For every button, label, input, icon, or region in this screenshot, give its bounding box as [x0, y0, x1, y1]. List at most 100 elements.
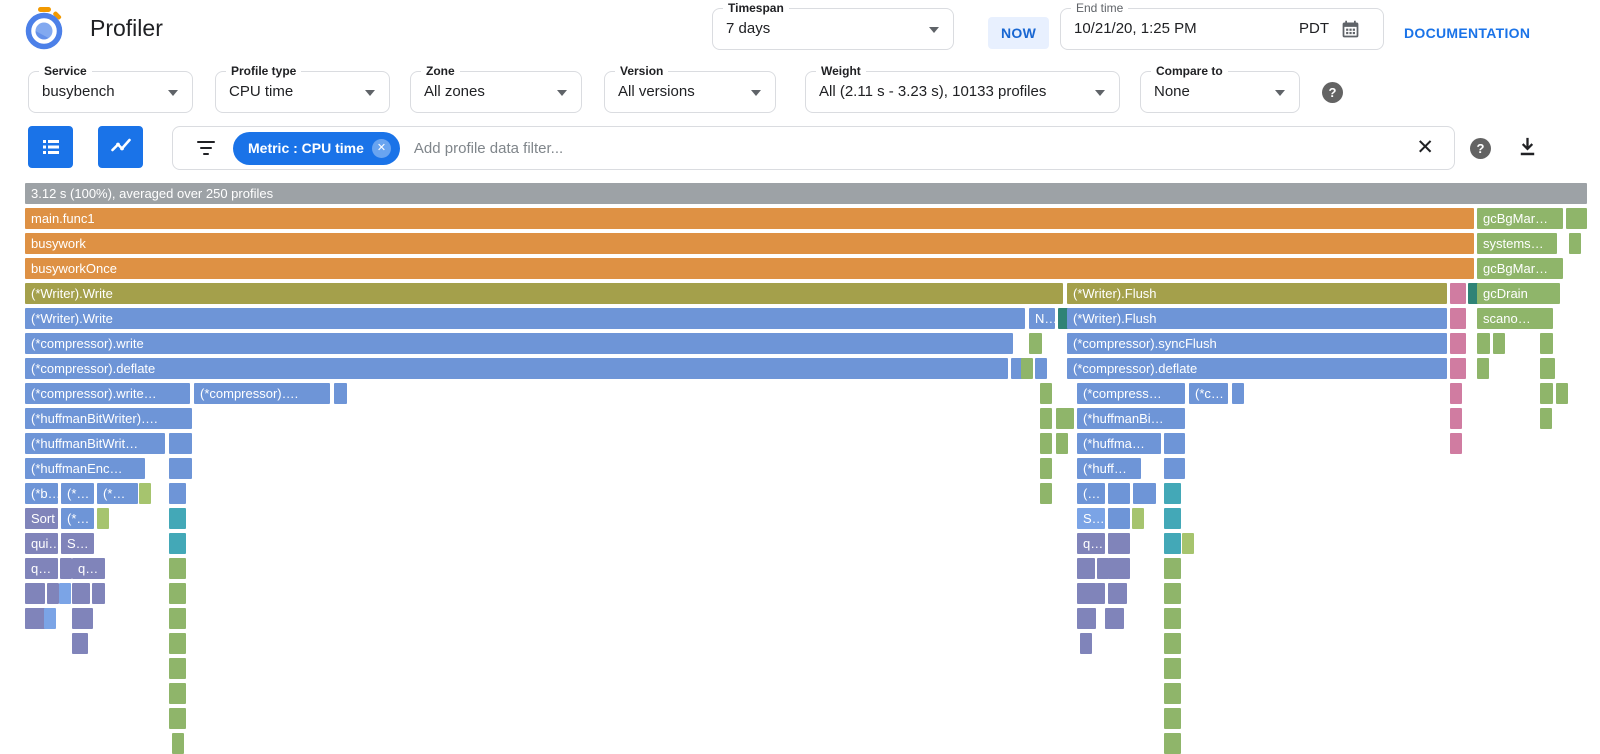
- flame-frame[interactable]: systems…: [1477, 233, 1557, 254]
- flame-frame-small[interactable]: [1108, 533, 1130, 554]
- clear-filters-icon[interactable]: ✕: [1416, 136, 1434, 159]
- flame-frame-small[interactable]: [1108, 508, 1130, 529]
- flame-frame-small[interactable]: [1021, 358, 1033, 379]
- compare-to-select[interactable]: Compare to None: [1140, 64, 1300, 113]
- flame-frame[interactable]: (*compressor).deflate: [25, 358, 1008, 379]
- flame-frame[interactable]: q…: [72, 558, 105, 579]
- flame-frame-small[interactable]: [1164, 658, 1181, 679]
- chip-close-icon[interactable]: ✕: [371, 138, 391, 158]
- flame-frame[interactable]: S…: [61, 533, 94, 554]
- end-time-field[interactable]: End time 10/21/20, 1:25 PM PDT: [1060, 1, 1384, 50]
- flame-frame[interactable]: qui…: [25, 533, 58, 554]
- flame-frame[interactable]: gcBgMar…: [1477, 208, 1563, 229]
- flame-frame-small[interactable]: [1232, 383, 1244, 404]
- flame-frame[interactable]: (*Writer).Write: [25, 308, 1025, 329]
- flame-frame-small[interactable]: [1164, 583, 1181, 604]
- flame-frame-small[interactable]: [169, 558, 186, 579]
- flame-frame-small[interactable]: [97, 508, 109, 529]
- filter-help-icon[interactable]: ?: [1470, 138, 1491, 159]
- flame-frame-small[interactable]: [169, 633, 186, 654]
- version-select[interactable]: Version All versions: [604, 64, 776, 113]
- download-icon[interactable]: [1516, 135, 1539, 163]
- flame-frame-small[interactable]: [1040, 433, 1052, 454]
- flame-frame-small[interactable]: [1040, 408, 1052, 429]
- flame-frame[interactable]: busyworkOnce: [25, 258, 1474, 279]
- flame-frame-small[interactable]: [25, 583, 45, 604]
- timespan-select[interactable]: Timespan 7 days: [712, 1, 954, 50]
- flame-frame-small[interactable]: [1097, 558, 1109, 579]
- flame-frame-small[interactable]: [1040, 458, 1052, 479]
- metric-filter-chip[interactable]: Metric : CPU time ✕: [233, 131, 400, 165]
- flame-frame-small[interactable]: [1477, 333, 1490, 354]
- service-select[interactable]: Service busybench: [28, 64, 193, 113]
- flame-frame-small[interactable]: [1164, 483, 1181, 504]
- flame-frame-small[interactable]: [1108, 558, 1130, 579]
- flame-frame[interactable]: (*compressor).syncFlush: [1067, 333, 1447, 354]
- flame-frame[interactable]: (*huff…: [1077, 458, 1141, 479]
- flame-frame[interactable]: (*…: [61, 508, 94, 529]
- flame-frame-small[interactable]: [72, 583, 90, 604]
- flame-frame-small[interactable]: [1011, 358, 1023, 379]
- flame-frame[interactable]: (*c…: [1189, 383, 1228, 404]
- flame-frame-small[interactable]: [169, 458, 192, 479]
- flame-frame-small[interactable]: [1077, 558, 1095, 579]
- flame-frame-small[interactable]: [1575, 208, 1587, 229]
- flame-frame[interactable]: 3.12 s (100%), averaged over 250 profile…: [25, 183, 1587, 204]
- flame-frame-small[interactable]: [1540, 333, 1553, 354]
- flame-frame-small[interactable]: [1084, 608, 1096, 629]
- flame-frame[interactable]: gcDrain: [1477, 283, 1560, 304]
- flame-frame-small[interactable]: [1450, 408, 1462, 429]
- flame-frame-small[interactable]: [1450, 358, 1466, 379]
- flame-frame-small[interactable]: [1029, 333, 1042, 354]
- flame-frame[interactable]: (*huffmanBitWrit…: [25, 433, 165, 454]
- flame-view-button[interactable]: [98, 126, 143, 168]
- flame-frame-small[interactable]: [1164, 733, 1181, 754]
- flame-frame-small[interactable]: [1450, 383, 1462, 404]
- calendar-icon[interactable]: [1340, 19, 1361, 45]
- flame-frame-small[interactable]: [169, 683, 186, 704]
- flame-frame[interactable]: q…: [25, 558, 58, 579]
- flame-frame-small[interactable]: [1132, 508, 1144, 529]
- flame-frame-small[interactable]: [172, 733, 184, 754]
- flame-frame-small[interactable]: [1493, 333, 1505, 354]
- flame-frame-small[interactable]: [1164, 608, 1181, 629]
- flame-frame-small[interactable]: [1569, 233, 1581, 254]
- flame-frame-small[interactable]: [169, 708, 186, 729]
- flame-frame-small[interactable]: [60, 558, 72, 579]
- flame-frame-small[interactable]: [1450, 308, 1466, 329]
- flame-frame-small[interactable]: [1108, 483, 1130, 504]
- flame-frame-small[interactable]: [92, 583, 105, 604]
- flame-frame-small[interactable]: [1477, 358, 1489, 379]
- flame-frame-small[interactable]: [1450, 333, 1466, 354]
- filter-input-placeholder[interactable]: Add profile data filter...: [413, 139, 564, 157]
- flame-frame-small[interactable]: [1077, 583, 1105, 604]
- flame-frame-small[interactable]: [1164, 708, 1181, 729]
- flame-frame-small[interactable]: [1164, 458, 1185, 479]
- flame-frame[interactable]: (*huffma…: [1077, 433, 1161, 454]
- flame-frame-small[interactable]: [47, 583, 59, 604]
- flame-frame-small[interactable]: [1133, 483, 1156, 504]
- flame-frame-small[interactable]: [169, 533, 186, 554]
- flame-frame-small[interactable]: [1450, 433, 1462, 454]
- flame-frame-small[interactable]: [1556, 383, 1568, 404]
- flame-frame[interactable]: (*huffmanEnc…: [25, 458, 145, 479]
- flame-frame-small[interactable]: [1164, 683, 1181, 704]
- flame-frame[interactable]: (*…: [61, 483, 94, 504]
- flame-frame-small[interactable]: [169, 658, 186, 679]
- flame-frame-small[interactable]: [1164, 633, 1181, 654]
- flame-frame[interactable]: (*…: [97, 483, 138, 504]
- flame-frame-small[interactable]: [1112, 608, 1124, 629]
- flame-frame-small[interactable]: [1540, 358, 1555, 379]
- flame-frame-small[interactable]: [1164, 558, 1181, 579]
- flame-frame[interactable]: Sort: [25, 508, 58, 529]
- flame-frame-small[interactable]: [1062, 408, 1074, 429]
- flame-frame-small[interactable]: [76, 633, 88, 654]
- flame-frame[interactable]: (*compress…: [1077, 383, 1185, 404]
- documentation-link[interactable]: DOCUMENTATION: [1404, 25, 1531, 41]
- flame-frame-small[interactable]: [1056, 433, 1068, 454]
- flame-frame[interactable]: (…: [1077, 483, 1105, 504]
- flame-frame-small[interactable]: [81, 608, 93, 629]
- flame-frame[interactable]: (*Writer).Flush: [1067, 308, 1447, 329]
- flame-frame[interactable]: (*Writer).Write: [25, 283, 1063, 304]
- flame-frame[interactable]: (*Writer).Flush: [1067, 283, 1447, 304]
